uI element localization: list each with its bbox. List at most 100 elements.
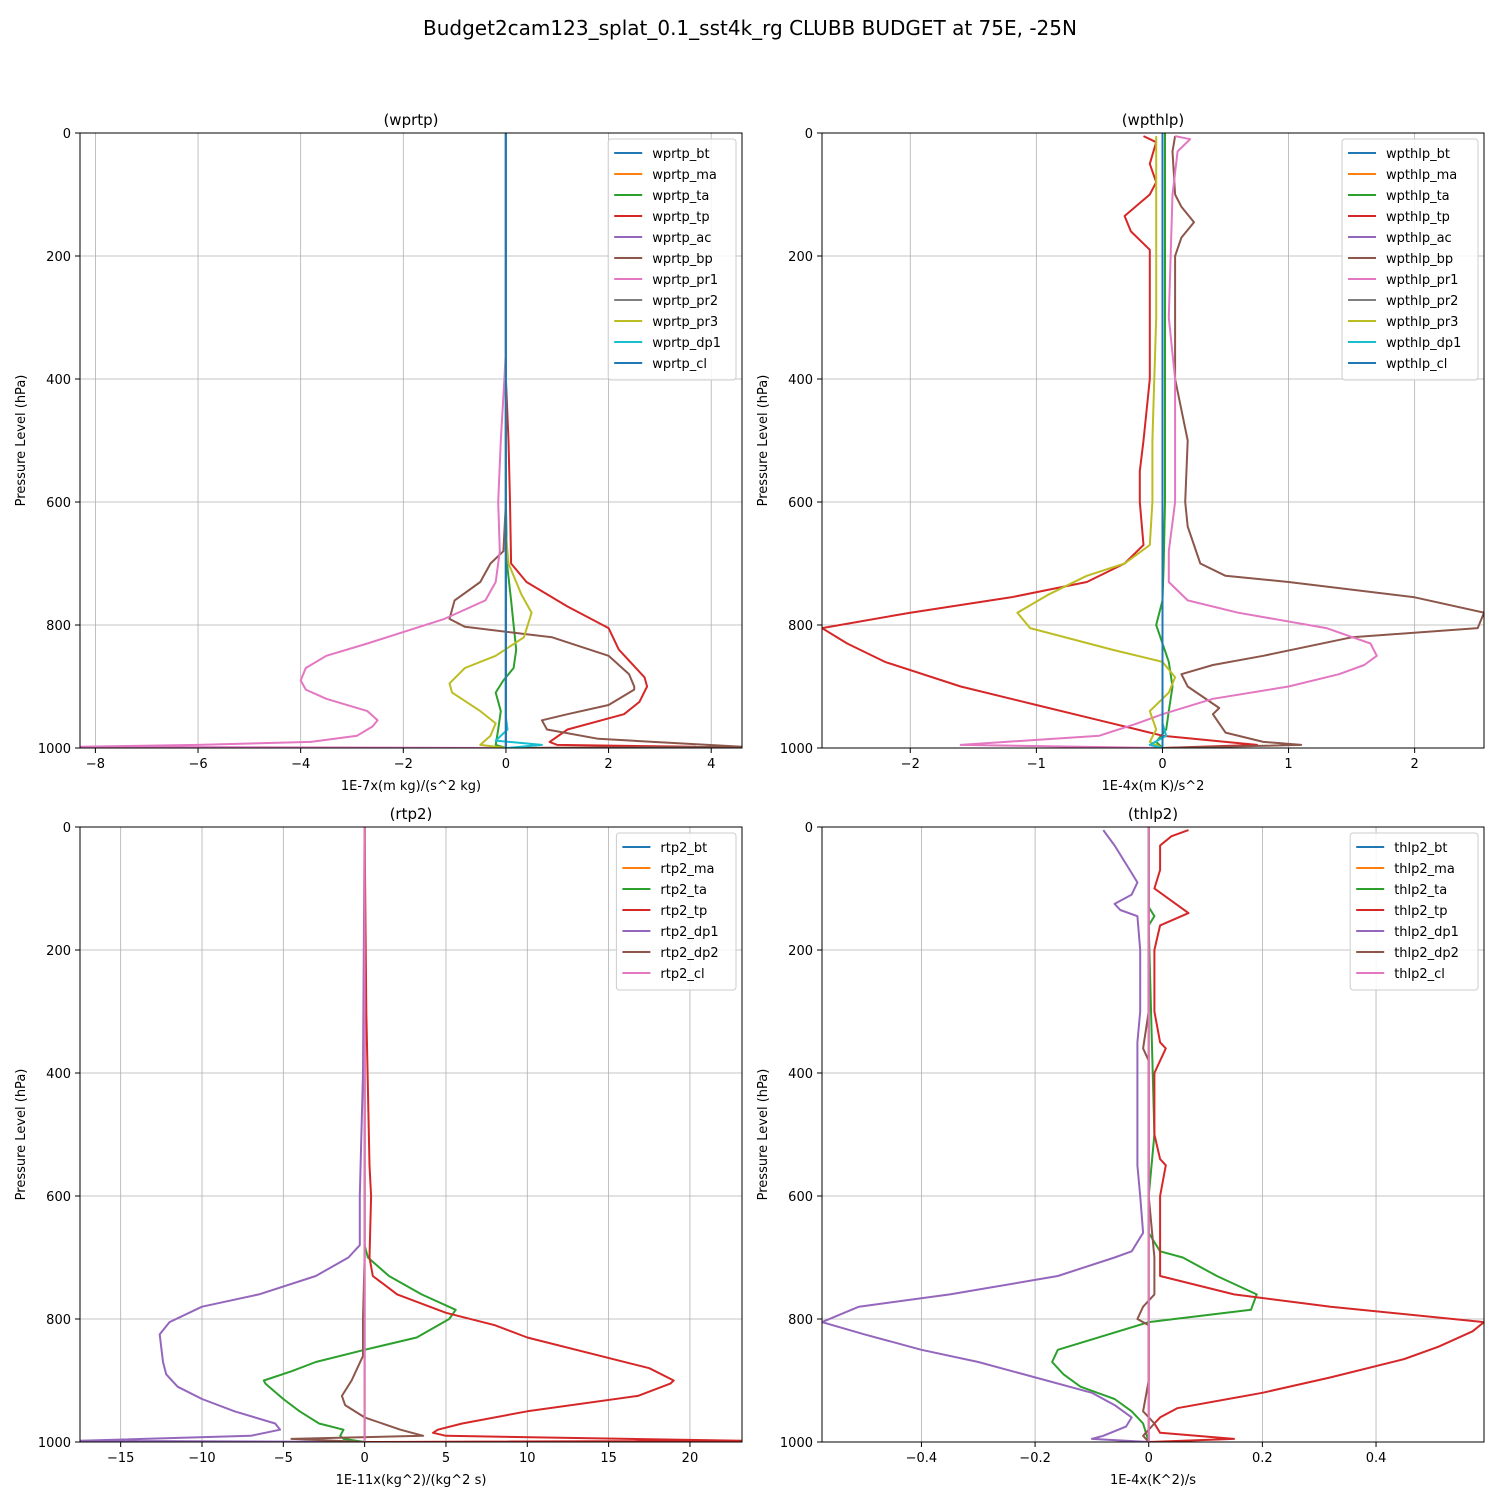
x-tick-label: 0	[361, 1451, 369, 1466]
x-tick-label: 0	[1158, 757, 1166, 772]
legend-entry: rtp2_dp2	[660, 946, 718, 961]
legend-entry: wpthlp_pr1	[1386, 273, 1458, 288]
chart-panel-3: −0.4 −0.2 0 0.2 0.4 0 200 400 600 800 1000 (thlp2) 1…	[756, 805, 1485, 1488]
x-tick-label: 0.4	[1366, 1451, 1387, 1466]
y-tick-label: 400	[46, 1067, 71, 1082]
axes-frame	[79, 132, 743, 749]
axes-frame	[79, 826, 743, 1443]
legend-entry: thlp2_tp	[1394, 904, 1447, 919]
y-axis-label: Pressure Level (hPa)	[756, 375, 771, 507]
y-axis-label: Pressure Level (hPa)	[756, 1069, 771, 1201]
axes-frame	[821, 132, 1485, 749]
x-tick-label: −6	[188, 757, 207, 772]
y-tick-label: 400	[788, 373, 813, 388]
y-tick-label: 200	[788, 250, 813, 265]
series-line-wpthlp_bp	[1162, 135, 1484, 748]
x-tick-label: 0.2	[1252, 1451, 1273, 1466]
x-tick-label: −1	[1027, 757, 1046, 772]
y-axis-label: Pressure Level (hPa)	[14, 1069, 29, 1201]
y-tick-label: 1000	[780, 742, 813, 757]
series-line-wpthlp_ta	[1155, 133, 1174, 748]
y-tick-label: 200	[788, 944, 813, 959]
x-tick-label: 15	[600, 1451, 617, 1466]
y-tick-label: 0	[63, 821, 71, 836]
x-tick-label: 2	[1411, 757, 1419, 772]
axes-frame	[821, 826, 1485, 1443]
legend-entry: wpthlp_ta	[1386, 189, 1450, 204]
chart-title: (wpthlp)	[1122, 111, 1185, 129]
y-tick-label: 600	[46, 496, 71, 511]
x-tick-label: 4	[707, 757, 715, 772]
x-tick-label: 0	[1145, 1451, 1153, 1466]
chart-panel-1: −2 −1 0 1 2 0 200 400 600 800 1000 (wpthlp) 1E-4x(m …	[756, 111, 1485, 794]
legend-entry: thlp2_cl	[1394, 967, 1445, 982]
legend-entry: wpthlp_tp	[1386, 210, 1450, 225]
x-tick-label: −15	[107, 1451, 134, 1466]
y-tick-label: 200	[46, 250, 71, 265]
legend-entry: wpthlp_pr2	[1386, 294, 1458, 309]
y-tick-label: 1000	[38, 742, 71, 757]
series-line-wpthlp_pr1	[959, 135, 1378, 748]
y-tick-label: 600	[788, 496, 813, 511]
legend-entry: wpthlp_cl	[1386, 357, 1447, 372]
chart-panel-2: −15 −10 −5 0 5 10 15 2002004006008001000(rtp2)1…	[14, 805, 743, 1488]
legend-entry: wpthlp_pr3	[1386, 315, 1458, 330]
series-line-thlp2_ta	[1051, 827, 1258, 1442]
x-tick-label: −0.4	[906, 1451, 938, 1466]
legend-entry: wpthlp_dp1	[1386, 336, 1461, 351]
series-line-wprtp_bp	[448, 133, 742, 748]
x-tick-label: −10	[188, 1451, 215, 1466]
chart-panel-0: −8 −6 −4 −2 0 2 4 0 200 400 600 800 1000 (wprtp) 1E-7x…	[14, 111, 743, 794]
chart-title: (thlp2)	[1128, 805, 1178, 823]
y-tick-label: 0	[805, 821, 813, 836]
x-tick-label: 2	[604, 757, 612, 772]
figure-title: Budget2cam123_splat_0.1_sst4k_rg CLUBB B…	[423, 16, 1077, 40]
x-tick-label: −2	[394, 757, 413, 772]
legend-box	[607, 138, 737, 381]
y-tick-label: 400	[788, 1067, 813, 1082]
x-tick-label: −0.2	[1019, 1451, 1051, 1466]
x-tick-label: 1	[1284, 757, 1292, 772]
legend-entry: thlp2_ma	[1394, 862, 1455, 877]
legend-entry: rtp2_ta	[660, 883, 707, 898]
chart-title: (wprtp)	[383, 111, 438, 129]
series-line-rtp2_tp	[363, 827, 742, 1442]
series-line-wpthlp_pr3	[1016, 136, 1177, 748]
x-tick-label: 0	[502, 757, 510, 772]
legend-entry: wprtp_ma	[652, 168, 717, 183]
legend-box	[1341, 138, 1479, 381]
legend: wpthlp_bt wpthlp_ma wpthlp_ta wpthlp_tpwpth…	[1341, 138, 1479, 381]
legend-entry: wpthlp_ac	[1386, 231, 1452, 246]
chart-title: (rtp2)	[390, 805, 433, 823]
y-tick-label: 600	[788, 1190, 813, 1205]
y-axis-label: Pressure Level (hPa)	[14, 375, 29, 507]
series-line-wprtp_dp1	[494, 133, 543, 748]
x-tick-label: −8	[86, 757, 105, 772]
legend-entry: rtp2_dp1	[660, 925, 718, 940]
legend-entry: rtp2_ma	[660, 862, 714, 877]
x-axis-label: 1E-7x(m kg)/(s^2 kg)	[341, 779, 481, 794]
legend-entry: wprtp_tp	[652, 210, 709, 225]
legend-entry: thlp2_dp1	[1394, 925, 1459, 940]
legend-entry: wpthlp_bt	[1386, 147, 1450, 162]
legend-entry: wprtp_pr2	[652, 294, 718, 309]
legend-entry: wprtp_cl	[652, 357, 707, 372]
legend-entry: wprtp_ac	[652, 231, 711, 246]
y-tick-label: 1000	[38, 1436, 71, 1451]
x-axis-label: 1E-4x(m K)/s^2	[1102, 779, 1205, 794]
series-line-thlp2_tp	[1148, 829, 1484, 1442]
legend-entry: wprtp_bt	[652, 147, 709, 162]
series-line-wprtp_pr3	[448, 133, 533, 748]
y-tick-label: 800	[788, 1313, 813, 1328]
legend-entry: wpthlp_ma	[1386, 168, 1457, 183]
legend-entry: wpthlp_bp	[1386, 252, 1453, 267]
y-tick-label: 800	[46, 1313, 71, 1328]
legend-box	[1349, 832, 1479, 991]
legend-entry: wprtp_pr3	[652, 315, 718, 330]
x-tick-label: −2	[901, 757, 920, 772]
y-tick-label: 0	[805, 127, 813, 142]
y-tick-label: 1000	[780, 1436, 813, 1451]
y-tick-label: 200	[46, 944, 71, 959]
x-tick-label: 5	[442, 1451, 450, 1466]
